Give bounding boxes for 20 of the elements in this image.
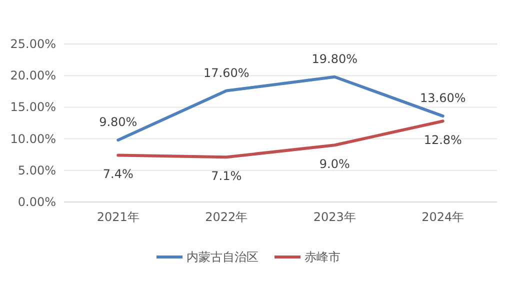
legend-label: 赤峰市	[304, 250, 340, 264]
data-label: 7.4%	[102, 167, 134, 182]
y-tick-label: 25.00%	[10, 37, 56, 51]
data-label: 12.8%	[424, 133, 462, 148]
y-tick-label: 5.00%	[18, 163, 56, 178]
x-tick-label: 2023年	[313, 210, 356, 224]
x-tick-label: 2024年	[422, 210, 464, 224]
data-label: 13.60%	[420, 91, 466, 106]
x-tick-label: 2022年	[205, 210, 248, 224]
data-label: 9.80%	[99, 115, 138, 130]
legend-label: 内蒙古自治区	[186, 250, 258, 264]
data-label: 19.80%	[312, 52, 358, 66]
x-tick-label: 2021年	[96, 210, 140, 224]
data-label: 17.60%	[203, 66, 250, 80]
data-label: 7.1%	[211, 169, 242, 184]
y-tick-label: 20.00%	[10, 68, 56, 83]
data-label: 9.0%	[319, 157, 350, 172]
y-tick-label: 0.00%	[18, 195, 56, 209]
y-tick-label: 15.00%	[10, 100, 56, 114]
y-tick-label: 10.00%	[10, 132, 56, 146]
